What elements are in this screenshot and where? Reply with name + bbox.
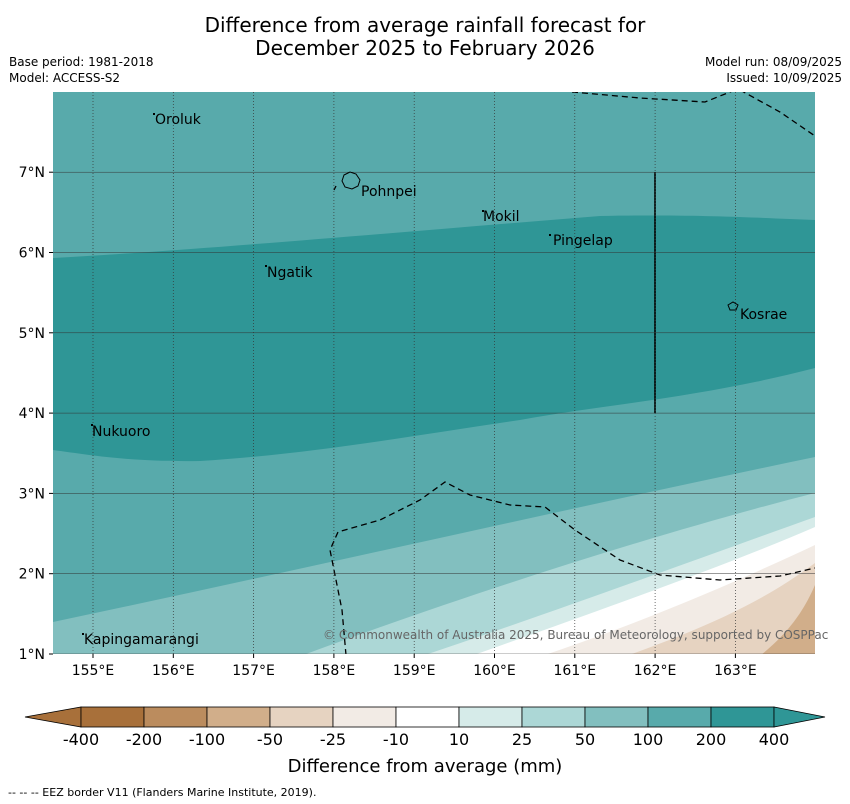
colorbar-tick-label: 100 bbox=[632, 730, 664, 749]
place-pingelap: Pingelap bbox=[553, 233, 613, 249]
lon-tick-label: 161°E bbox=[554, 663, 597, 679]
colorbar-tick-label: 200 bbox=[695, 730, 727, 749]
colorbar-tick-label: 10 bbox=[448, 730, 470, 749]
lon-tick-label: 163°E bbox=[714, 663, 757, 679]
colorbar bbox=[24, 706, 826, 728]
lat-tick-label: 1°N bbox=[19, 647, 45, 663]
colorbar-segment bbox=[521, 706, 586, 728]
place-pohnpei: Pohnpei bbox=[361, 184, 417, 200]
colorbar-title: Difference from average (mm) bbox=[287, 756, 563, 777]
title-line-1: Difference from average rainfall forecas… bbox=[204, 13, 646, 37]
title-line-2: December 2025 to February 2026 bbox=[255, 36, 595, 60]
lon-tick-label: 158°E bbox=[313, 663, 356, 679]
base-period: Base period: 1981-2018 bbox=[9, 55, 154, 69]
colorbar-segment bbox=[395, 706, 460, 728]
kosrae-island-icon bbox=[727, 301, 739, 311]
colorbar-segment bbox=[332, 706, 397, 728]
colorbar-tick-label: -50 bbox=[256, 730, 284, 749]
colorbar-segment bbox=[647, 706, 712, 728]
copyright-text: © Commonwealth of Australia 2025, Bureau… bbox=[323, 628, 829, 642]
colorbar-segment bbox=[458, 706, 523, 728]
issued-date: Issued: 10/09/2025 bbox=[726, 71, 842, 85]
colorbar-segment bbox=[143, 706, 208, 728]
lon-tick-label: 162°E bbox=[634, 663, 677, 679]
lon-tick-label: 156°E bbox=[152, 663, 195, 679]
model-name: Model: ACCESS-S2 bbox=[9, 71, 121, 85]
lon-tick-label: 160°E bbox=[473, 663, 516, 679]
small-islands bbox=[82, 113, 551, 635]
colorbar-tick-label: 50 bbox=[574, 730, 596, 749]
longitude-axis: 155°E 156°E 157°E 158°E 159°E 160°E 161°E 162°E… bbox=[72, 654, 757, 679]
colorbar-segment bbox=[206, 706, 271, 728]
place-kapingamarangi: Kapingamarangi bbox=[84, 632, 199, 648]
contour-minus-50-25 bbox=[631, 563, 815, 654]
colorbar-extend-high bbox=[773, 706, 826, 728]
place-nukuoro: Nukuoro bbox=[92, 424, 151, 440]
graticule bbox=[53, 92, 815, 654]
lat-tick-label: 2°N bbox=[19, 567, 45, 583]
colorbar-segment bbox=[80, 706, 145, 728]
latitude-axis: 1°N 2°N 3°N 4°N 5°N 6°N 7°N bbox=[19, 165, 53, 663]
colorbar-tick-label: -400 bbox=[62, 730, 100, 749]
colorbar-tick-label: -10 bbox=[382, 730, 410, 749]
colorbar-segment bbox=[710, 706, 775, 728]
eez-border bbox=[329, 92, 815, 654]
pohnpei-island-icon bbox=[341, 171, 361, 190]
colorbar-tick-label: 400 bbox=[758, 730, 790, 749]
lat-tick-label: 5°N bbox=[19, 326, 45, 342]
colorbar-tick-label: -25 bbox=[319, 730, 347, 749]
place-kosrae: Kosrae bbox=[740, 307, 788, 323]
model-run: Model run: 08/09/2025 bbox=[704, 55, 842, 69]
colorbar-tick-label: -200 bbox=[125, 730, 163, 749]
colorbar-tick-label: 25 bbox=[511, 730, 533, 749]
rainfall-contours bbox=[53, 92, 815, 654]
place-ngatik: Ngatik bbox=[267, 265, 313, 281]
lat-tick-label: 7°N bbox=[19, 165, 45, 181]
contour-200-400 bbox=[53, 215, 815, 462]
contour-minus-100-50 bbox=[762, 585, 815, 654]
lon-tick-label: 157°E bbox=[232, 663, 275, 679]
place-oroluk: Oroluk bbox=[155, 112, 201, 128]
place-mokil: Mokil bbox=[483, 209, 520, 225]
colorbar-segment bbox=[269, 706, 334, 728]
lat-tick-label: 4°N bbox=[19, 406, 45, 422]
lon-tick-label: 159°E bbox=[393, 663, 436, 679]
eez-footnote: -- -- -- EEZ border V11 (Flanders Marine… bbox=[8, 786, 317, 799]
lon-tick-label: 155°E bbox=[72, 663, 115, 679]
colorbar-segment bbox=[584, 706, 649, 728]
lat-tick-label: 6°N bbox=[19, 246, 45, 262]
colorbar-tick-label: -100 bbox=[188, 730, 226, 749]
colorbar-extend-low bbox=[24, 706, 82, 728]
lat-tick-label: 3°N bbox=[19, 486, 45, 502]
